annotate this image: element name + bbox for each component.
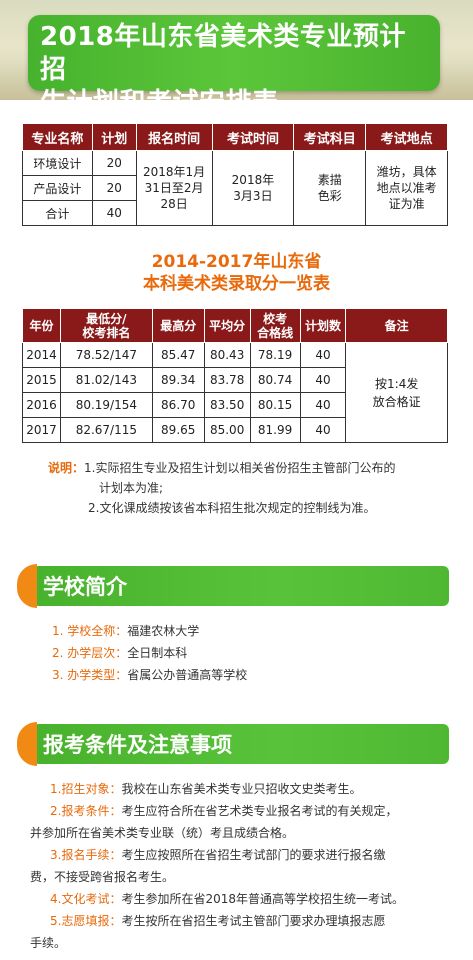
major-name: 合计 <box>22 200 93 226</box>
max-score: 89.34 <box>151 367 205 393</box>
school-info: 1. 学校全称：福建农林大学 2. 办学层次：全日制本科 3. 办学类型：省属公… <box>52 620 247 686</box>
max-score: 86.70 <box>151 392 205 418</box>
pass-line: 80.74 <box>249 367 301 393</box>
plan-count: 40 <box>299 417 347 443</box>
info-item: 1. 学校全称：福建农林大学 <box>52 624 200 638</box>
admission-score-table: 年份 最低分/校考排名 最高分 平均分 校考 合格线 计划数 备注 2014 78… <box>22 308 448 443</box>
avg-score: 85.00 <box>203 417 251 443</box>
pass-line: 80.15 <box>249 392 301 418</box>
condition-item-cont: 并参加所在省美术类专业联（统）考且成绩合格。 <box>30 826 295 840</box>
conditions-list: 1.招生对象：我校在山东省美术类专业只招收文史类考生。 2.报考条件：考生应符合… <box>30 778 450 954</box>
min-score-rank: 80.19/154 <box>59 392 153 418</box>
condition-item-cont: 费，不接受跨省报名考生。 <box>30 870 175 884</box>
table-row: 2017 82.67/115 89.65 85.00 81.99 40 <box>22 417 448 443</box>
page-title-line2: 生计划和考试安排表 <box>40 88 279 118</box>
info-item: 2. 办学层次：全日制本科 <box>52 646 188 660</box>
plan-count: 40 <box>299 367 347 393</box>
table-row: 2014 78.52/147 85.47 80.43 78.19 40 按1:4… <box>22 342 448 443</box>
pass-line: 78.19 <box>249 342 301 368</box>
exam-time: 2018年 3月3日 <box>211 150 295 226</box>
table-row: 2016 80.19/154 86.70 83.50 80.15 40 <box>22 392 448 418</box>
column-header: 校考 合格线 <box>249 308 301 343</box>
condition-item: 4.文化考试：考生参加所在省2018年普通高等学校招生统一考试。 <box>50 892 404 906</box>
info-item: 3. 办学类型：省属公办普通高等学校 <box>52 668 248 682</box>
major-name: 产品设计 <box>22 175 93 201</box>
table-row: 环境设计 20 2018年1月 31日至2月 28日 2018年 3月3日 素描… <box>22 150 448 226</box>
section-accent <box>17 722 37 766</box>
min-score-rank: 78.52/147 <box>59 342 153 368</box>
table-row: 2015 81.02/143 89.34 83.78 80.74 40 <box>22 367 448 393</box>
min-score-rank: 82.67/115 <box>59 417 153 443</box>
min-score-rank: 81.02/143 <box>59 367 153 393</box>
table-row: 合计 40 <box>22 200 448 226</box>
plan-count: 20 <box>91 175 137 201</box>
section-title: 报考条件及注意事项 <box>43 733 232 757</box>
section-title: 学校简介 <box>43 575 127 599</box>
max-score: 89.65 <box>151 417 205 443</box>
notes-label: 说明： <box>48 461 85 475</box>
year: 2017 <box>22 417 61 443</box>
condition-item: 2.报考条件：考生应符合所在省艺术类专业报名考试的有关规定， <box>50 804 398 818</box>
table-header-row: 年份 最低分/校考排名 最高分 平均分 校考 合格线 计划数 备注 <box>22 308 448 343</box>
plan-count: 40 <box>299 392 347 418</box>
plan-count: 40 <box>91 200 137 226</box>
note-item-1: 1.实际招生专业及招生计划以相关省份招生主管部门公布的 <box>84 461 396 475</box>
year: 2016 <box>22 392 61 418</box>
condition-item: 1.招生对象：我校在山东省美术类专业只招收文史类考生。 <box>50 782 362 796</box>
condition-item: 3.报名手续：考生应按照所在省招生考试部门的要求进行报名缴 <box>50 848 386 862</box>
column-header: 计划 <box>91 123 137 151</box>
condition-item: 5.志愿填报：考生按所在省招生考试主管部门要求办理填报志愿 <box>50 914 386 928</box>
avg-score: 80.43 <box>203 342 251 368</box>
avg-score: 83.78 <box>203 367 251 393</box>
page-title-box: 2018年山东省美术类专业预计招 生计划和考试安排表 <box>28 15 440 118</box>
exam-subjects: 素描 色彩 <box>293 150 367 226</box>
plan-count: 20 <box>91 150 137 176</box>
section-header-conditions: 报考条件及注意事项 <box>17 722 449 766</box>
section-accent <box>17 564 37 608</box>
column-header: 最低分/校考排名 <box>59 308 153 343</box>
condition-item-cont: 手续。 <box>30 936 67 950</box>
column-header: 平均分 <box>203 308 251 343</box>
major-name: 环境设计 <box>22 150 93 176</box>
avg-score: 83.50 <box>203 392 251 418</box>
column-header: 最高分 <box>151 308 205 343</box>
column-header: 报名时间 <box>135 123 213 151</box>
notes-block: 说明： 1.实际招生专业及招生计划以相关省份招生主管部门公布的 计划本为准; 2… <box>48 458 458 518</box>
score-section-title-line2: 本科美术类录取分一览表 <box>143 274 330 294</box>
column-header: 考试科目 <box>293 123 367 151</box>
registration-time: 2018年1月 31日至2月 28日 <box>135 150 213 226</box>
plan-count: 40 <box>299 342 347 368</box>
page-title-line1: 2018年山东省美术类专业预计招 <box>40 22 406 85</box>
exam-place: 潍坊，具体 地点以准考 证为准 <box>365 150 448 226</box>
column-header: 备注 <box>345 308 448 343</box>
column-header: 计划数 <box>299 308 347 343</box>
remark: 按1:4发 放合格证 <box>345 342 448 443</box>
year: 2014 <box>22 342 61 368</box>
note-item-1-cont: 计划本为准; <box>99 481 164 495</box>
table-header-row: 专业名称 计划 报名时间 考试时间 考试科目 考试地点 <box>22 123 448 151</box>
enrollment-plan-table: 专业名称 计划 报名时间 考试时间 考试科目 考试地点 环境设计 20 2018… <box>22 123 448 226</box>
table-row: 产品设计 20 <box>22 175 448 201</box>
column-header: 年份 <box>22 308 61 343</box>
note-item-2: 2.文化课成绩按该省本科招生批次规定的控制线为准。 <box>88 501 376 515</box>
column-header: 专业名称 <box>22 123 93 151</box>
pass-line: 81.99 <box>249 417 301 443</box>
column-header: 考试地点 <box>365 123 448 151</box>
column-header: 考试时间 <box>211 123 295 151</box>
max-score: 85.47 <box>151 342 205 368</box>
year: 2015 <box>22 367 61 393</box>
score-section-title-line1: 2014-2017年山东省 <box>151 252 322 272</box>
section-header-school: 学校简介 <box>17 564 449 608</box>
